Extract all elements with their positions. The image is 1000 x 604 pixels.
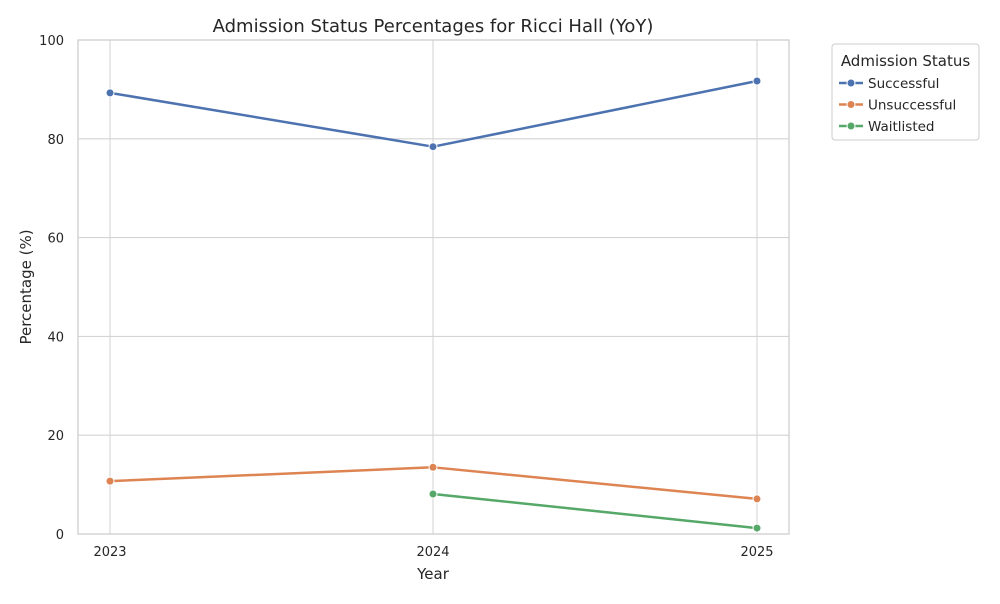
plot-frame (77, 39, 790, 535)
legend-label: Successful (868, 76, 939, 92)
data-point-successful (105, 88, 115, 98)
legend-title: Admission Status (841, 52, 971, 70)
data-point-waitlisted (752, 523, 762, 533)
series-unsuccessful (105, 462, 762, 504)
legend-frame (831, 43, 980, 141)
series-line-waitlisted (431, 492, 759, 530)
data-point-unsuccessful (752, 494, 762, 504)
legend-item-unsuccessful: Unsuccessful (839, 98, 956, 114)
legend-label: Unsuccessful (868, 98, 956, 114)
data-point-successful (752, 76, 762, 86)
legend-swatch-marker (846, 100, 856, 109)
x-axis-label: Year (416, 565, 450, 583)
tick-labels: 0 20 40 60 80 100 2023 2024 2025 (39, 34, 773, 560)
x-tick-label: 2024 (416, 545, 449, 560)
legend-item-successful: Successful (839, 76, 939, 92)
series-layer (105, 76, 762, 533)
series-waitlisted (428, 489, 762, 533)
legend-item-waitlisted: Waitlisted (839, 119, 935, 135)
chart-title: Admission Status Percentages for Ricci H… (213, 16, 654, 37)
data-point-waitlisted (428, 489, 438, 499)
data-point-unsuccessful (105, 476, 115, 486)
x-tick-label: 2025 (740, 545, 773, 560)
y-axis-label: Percentage (%) (17, 229, 35, 344)
y-tick-label: 20 (47, 429, 64, 444)
data-point-successful (428, 142, 438, 152)
y-tick-label: 60 (47, 232, 64, 247)
y-tick-label: 0 (56, 528, 64, 543)
data-point-unsuccessful (428, 462, 438, 472)
legend-swatch-marker (846, 121, 856, 131)
legend-items: Successful Unsuccessful Waitlisted (839, 76, 956, 135)
legend-label: Waitlisted (868, 119, 935, 135)
legend-swatch-marker (846, 78, 856, 88)
legend: Admission Status Successful Unsuccessful W… (831, 43, 980, 141)
y-tick-label: 40 (47, 330, 64, 345)
x-tick-label: 2023 (93, 545, 126, 560)
y-tick-label: 100 (39, 34, 64, 49)
y-tick-label: 80 (47, 133, 64, 148)
series-successful (105, 76, 762, 152)
